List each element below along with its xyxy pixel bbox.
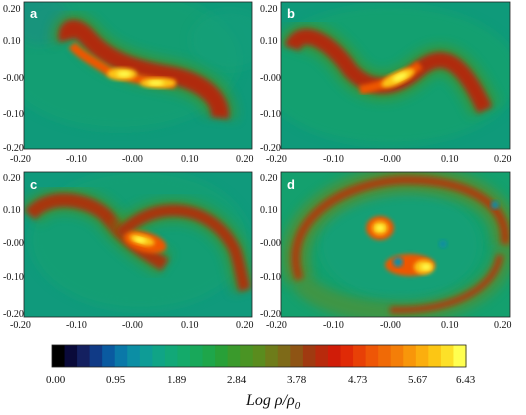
colorbar-swatch	[252, 345, 266, 367]
panel-b-ytick: -0.10	[260, 109, 281, 120]
panel-b-xtick: -0.10	[323, 154, 344, 165]
colorbar-swatch	[403, 345, 417, 367]
colorbar-swatch	[89, 345, 103, 367]
panel-c-xtick: 0.20	[236, 320, 254, 331]
colorbar-swatch	[164, 345, 179, 367]
colorbar-swatch	[52, 345, 66, 367]
panel-d: d 0.20 0.10 -0.00 -0.10 -0.20 -0.20 -0.1…	[260, 171, 512, 331]
colorbar-swatch	[240, 345, 254, 367]
panel-d-ytick: -0.00	[260, 238, 281, 249]
panel-a-xtick: -0.00	[122, 154, 143, 165]
panel-d-ytick: 0.10	[260, 205, 278, 216]
panel-c-ytick: 0.20	[3, 173, 21, 184]
colorbar-title: Log ρ/ρ0	[245, 392, 301, 412]
panel-d-xtick: -0.00	[380, 320, 401, 331]
colorbar-swatch	[290, 345, 304, 367]
colorbar-tick: 2.84	[227, 374, 247, 386]
colorbar-tick: 0.95	[106, 374, 126, 386]
panel-a-ytick: 0.20	[3, 4, 21, 15]
panel-b-xtick: -0.00	[380, 154, 401, 165]
colorbar-swatch	[152, 345, 166, 367]
panel-c-label: c	[30, 177, 37, 192]
colorbar-tick: 1.89	[167, 374, 187, 386]
panel-d-xtick: -0.10	[323, 320, 344, 331]
panel-b-ytick: -0.20	[260, 143, 281, 154]
panel-b-ytick: 0.20	[260, 4, 278, 15]
colorbar-swatch	[353, 345, 367, 367]
colorbar-swatch	[315, 345, 329, 367]
panel-b-xtick: 0.10	[441, 154, 459, 165]
colorbar-swatch	[328, 345, 342, 367]
colorbar-tick: 0.00	[46, 374, 66, 386]
colorbar-swatch	[127, 345, 141, 367]
colorbar-swatch	[428, 345, 442, 367]
colorbar-swatch	[77, 345, 91, 367]
colorbar-swatch	[265, 345, 279, 367]
colorbar-swatch	[340, 345, 354, 367]
panel-b-ytick: 0.10	[260, 36, 278, 47]
panel-a-xtick: -0.10	[66, 154, 87, 165]
colorbar-swatch	[215, 345, 229, 367]
colorbar-swatch	[415, 345, 429, 367]
panel-a-image	[24, 2, 252, 149]
panel-c-ytick: 0.10	[3, 205, 21, 216]
colorbar-tick: 4.73	[348, 374, 368, 386]
colorbar-swatch	[114, 345, 128, 367]
colorbar-swatch	[365, 345, 379, 367]
panel-b-image	[281, 2, 510, 149]
panel-c-ytick: -0.10	[3, 272, 24, 283]
panel-d-ytick: -0.10	[260, 272, 281, 283]
colorbar-swatch	[378, 345, 392, 367]
panel-d-xtick: 0.10	[441, 320, 459, 331]
panel-b-ytick: -0.00	[260, 73, 281, 84]
colorbar: 0.00 0.95 1.89 2.84 3.78 4.73 5.67 6.43 …	[46, 344, 476, 412]
panel-c-xtick: 0.10	[181, 320, 199, 331]
panel-d-image	[281, 172, 510, 317]
colorbar-swatch	[177, 345, 191, 367]
panel-d-ytick: -0.20	[260, 309, 281, 320]
panel-d-xtick: 0.20	[494, 320, 512, 331]
panel-c-xtick: -0.20	[10, 320, 31, 331]
panel-d-ytick: 0.20	[260, 173, 278, 184]
colorbar-swatch	[302, 345, 317, 367]
colorbar-swatch	[440, 345, 455, 367]
colorbar-swatch	[64, 345, 78, 367]
panel-c-xtick: -0.00	[122, 320, 143, 331]
panel-b-xtick: -0.20	[266, 154, 287, 165]
panel-c-image	[24, 172, 252, 317]
colorbar-swatch	[102, 345, 116, 367]
colorbar-swatch	[139, 345, 153, 367]
panel-a-xtick: -0.20	[10, 154, 31, 165]
colorbar-tick: 5.67	[408, 374, 428, 386]
colorbar-swatch	[277, 345, 291, 367]
panel-a-xtick: 0.10	[181, 154, 199, 165]
panel-a-xtick: 0.20	[236, 154, 254, 165]
panel-c: c 0.20 0.10 -0.00 -0.10 -0.20 -0.20 -0.1…	[3, 171, 254, 331]
panel-c-ytick: -0.20	[3, 309, 24, 320]
panel-a-ytick: 0.10	[3, 36, 21, 47]
panel-b-label: b	[287, 6, 295, 21]
colorbar-swatches	[52, 345, 467, 367]
colorbar-tick: 3.78	[287, 374, 307, 386]
colorbar-swatch	[227, 345, 241, 367]
colorbar-tick: 6.43	[456, 374, 476, 386]
panel-a-ytick: -0.10	[3, 109, 24, 120]
panel-a: a 0.10 -0.00 -0.10 -0.20 0.20 -0.20 -0.1…	[3, 1, 254, 165]
panel-c-xtick: -0.10	[66, 320, 87, 331]
panel-d-label: d	[287, 177, 295, 192]
panel-b-xtick: 0.20	[494, 154, 512, 165]
colorbar-swatch	[453, 345, 467, 367]
panel-a-ytick: -0.00	[3, 73, 24, 84]
colorbar-swatch	[202, 345, 216, 367]
colorbar-swatch	[390, 345, 404, 367]
panel-b: b 0.20 0.10 -0.00 -0.10 -0.20 -0.20 -0.1…	[260, 1, 512, 165]
panel-a-label: a	[30, 6, 38, 21]
panel-c-ytick: -0.00	[3, 238, 24, 249]
colorbar-frame	[51, 344, 467, 368]
panel-d-xtick: -0.20	[266, 320, 287, 331]
panel-a-ytick: -0.20	[3, 143, 24, 154]
colorbar-swatch	[190, 345, 204, 367]
